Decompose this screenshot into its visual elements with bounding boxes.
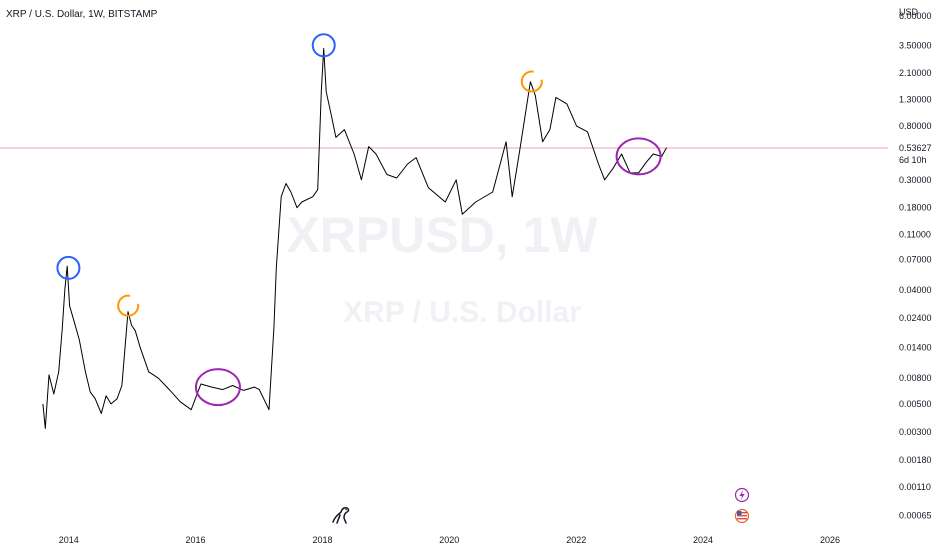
last-price-label: 0.53627 bbox=[899, 143, 932, 153]
price-tick-label: 6.00000 bbox=[899, 11, 932, 21]
dinosaur-logo-icon[interactable] bbox=[332, 507, 350, 524]
price-tick-label: 0.00180 bbox=[899, 455, 932, 465]
time-tick-label: 2018 bbox=[312, 535, 332, 545]
price-tick-label: 0.00800 bbox=[899, 373, 932, 383]
time-tick-label: 2014 bbox=[59, 535, 79, 545]
price-tick-label: 0.07000 bbox=[899, 254, 932, 264]
price-tick-label: 0.00110 bbox=[899, 482, 931, 492]
price-tick-label: 2.10000 bbox=[899, 68, 932, 78]
price-axis[interactable]: 6.00000 3.50000 2.10000 1.30000 0.80000 0.300… bbox=[899, 11, 932, 521]
price-tick-label: 0.04000 bbox=[899, 285, 932, 295]
price-tick-label: 0.11000 bbox=[899, 230, 931, 240]
price-axis-unit: USD bbox=[899, 7, 919, 17]
price-tick-label: 0.30000 bbox=[899, 175, 932, 185]
description-watermark: XRP / U.S. Dollar bbox=[343, 296, 581, 329]
annotation-circle[interactable] bbox=[56, 255, 81, 280]
annotation-arc[interactable] bbox=[117, 294, 140, 317]
symbol-watermark: XRPUSD, 1W bbox=[286, 207, 598, 263]
price-tick-label: 0.00065 bbox=[899, 511, 932, 521]
price-tick-label: 0.02400 bbox=[899, 313, 932, 323]
annotation-circle[interactable] bbox=[311, 33, 336, 58]
time-tick-label: 2026 bbox=[820, 535, 840, 545]
price-tick-label: 0.00300 bbox=[899, 427, 932, 437]
chart-title: XRP / U.S. Dollar, 1W, BITSTAMP bbox=[6, 9, 158, 20]
price-tick-label: 0.01400 bbox=[899, 343, 932, 353]
annotation-arc[interactable] bbox=[520, 70, 543, 93]
annotation-ellipse[interactable] bbox=[615, 137, 662, 176]
price-tick-label: 1.30000 bbox=[899, 94, 932, 104]
annotation-ellipse[interactable] bbox=[194, 368, 241, 407]
time-tick-label: 2024 bbox=[693, 535, 713, 545]
price-series bbox=[42, 48, 668, 429]
price-tick-label: 3.50000 bbox=[899, 40, 932, 50]
time-tick-label: 2020 bbox=[439, 535, 459, 545]
us-flag-icon[interactable] bbox=[734, 508, 750, 524]
time-tick-label: 2022 bbox=[566, 535, 586, 545]
bar-countdown-label: 6d 10h bbox=[899, 155, 927, 165]
time-tick-label: 2016 bbox=[186, 535, 206, 545]
price-tick-label: 0.18000 bbox=[899, 203, 932, 213]
lightning-icon[interactable] bbox=[734, 487, 750, 503]
annotations bbox=[56, 33, 662, 407]
price-tick-label: 0.00500 bbox=[899, 399, 932, 409]
time-axis[interactable]: 2014 2016 2018 2020 2022 2024 2026 bbox=[59, 535, 840, 545]
price-line bbox=[42, 48, 668, 429]
price-tick-label: 0.80000 bbox=[899, 121, 932, 131]
